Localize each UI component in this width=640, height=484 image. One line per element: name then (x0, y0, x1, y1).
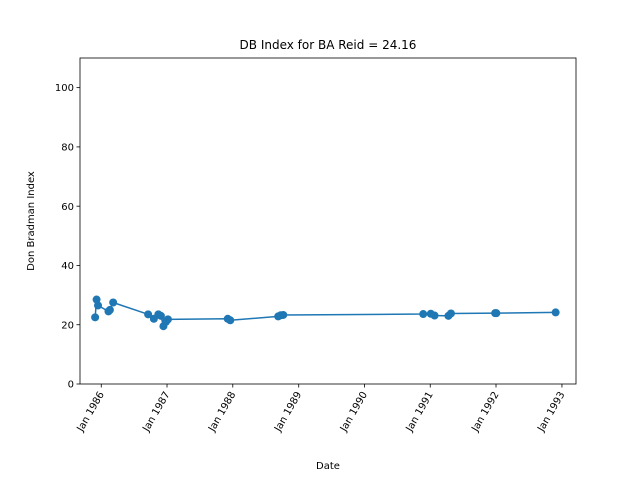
y-tick-label: 80 (61, 143, 74, 154)
y-tick-label: 60 (61, 202, 74, 213)
x-axis-label: Date (316, 461, 340, 472)
chart-title: DB Index for BA Reid = 24.16 (240, 38, 417, 52)
axes-frame (79, 57, 577, 385)
data-marks (91, 295, 560, 331)
y-tick-label: 40 (61, 261, 74, 272)
y-tick-label: 0 (68, 380, 74, 391)
data-point (551, 308, 560, 317)
data-point (226, 316, 235, 325)
data-point (144, 310, 153, 319)
y-tick-label: 20 (61, 320, 74, 331)
y-tick-label: 100 (55, 83, 74, 94)
data-point (419, 310, 428, 319)
data-point (492, 309, 501, 318)
data-point (105, 305, 114, 314)
data-point (163, 315, 172, 324)
data-point (446, 309, 455, 318)
data-point (156, 311, 165, 320)
data-point (94, 301, 103, 310)
data-point (279, 310, 288, 319)
data-point (430, 311, 439, 320)
y-axis-label: Don Bradman Index (26, 171, 37, 271)
data-point (109, 298, 118, 307)
data-point (91, 313, 100, 322)
